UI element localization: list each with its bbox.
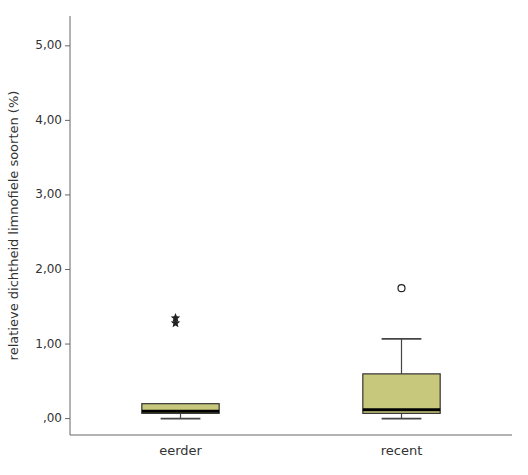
plot-area (142, 285, 440, 419)
box-group (142, 313, 219, 419)
chart: ,00 1,00 2,00 3,00 4,00 5,00 eerder recent relat… (0, 0, 528, 475)
y-tick-label: 5,00 (35, 38, 62, 52)
median (363, 408, 440, 411)
y-tick (65, 344, 70, 345)
box (363, 374, 440, 414)
chart-container: ,00 1,00 2,00 3,00 4,00 5,00 eerder recent relat… (0, 0, 528, 475)
y-tick-label: 2,00 (35, 262, 62, 276)
median (142, 410, 219, 413)
y-tick (65, 269, 70, 270)
y-tick-label: 1,00 (35, 337, 62, 351)
box (142, 404, 219, 414)
y-tick-label: 3,00 (35, 187, 62, 201)
y-tick (65, 418, 70, 419)
outlier-extreme (171, 318, 181, 327)
x-axis-line (70, 435, 512, 436)
y-tick (65, 45, 70, 46)
y-tick (65, 194, 70, 195)
y-axis-line (70, 16, 71, 435)
y-axis-label: relatieve dichtheid limnofiele soorten (… (6, 91, 21, 361)
axes: ,00 1,00 2,00 3,00 4,00 5,00 eerder recent relat… (6, 16, 512, 458)
x-tick-label: recent (381, 443, 423, 458)
whisker-cap-low (161, 418, 201, 420)
whisker-high (401, 339, 402, 374)
whisker-cap-low (382, 418, 422, 420)
box-group (363, 285, 440, 419)
x-tick-label: eerder (159, 443, 202, 458)
y-tick-label: ,00 (43, 411, 62, 425)
whisker-cap-high (382, 338, 422, 340)
page: {"chart_data": {"type": "box", "ylabel":… (0, 0, 528, 475)
y-tick (65, 120, 70, 121)
outlier (398, 285, 405, 292)
y-tick-label: 4,00 (35, 113, 62, 127)
